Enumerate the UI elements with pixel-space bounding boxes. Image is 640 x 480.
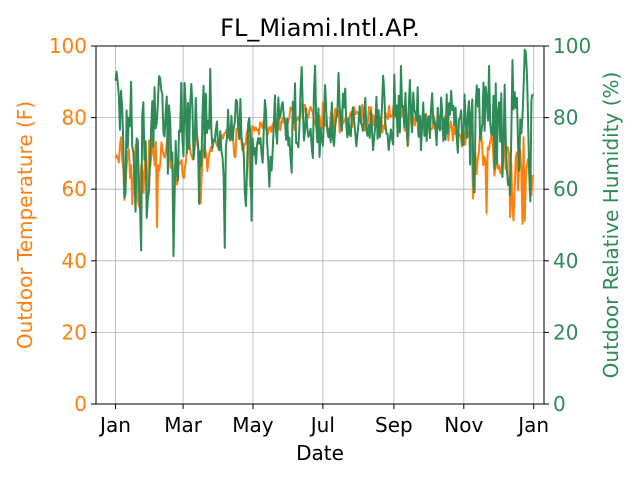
left-tick-label: 60	[62, 177, 87, 201]
chart-title: FL_Miami.Intl.AP.	[220, 14, 420, 42]
left-tick-label: 20	[62, 320, 87, 344]
x-tick-label: Mar	[164, 413, 203, 437]
x-tick-label: Jan	[98, 413, 131, 437]
x-axis-ticks: Jan Mar May Jul Sep Nov Jan	[98, 404, 549, 437]
x-tick-label: Sep	[375, 413, 413, 437]
humidity-series-line	[114, 48, 534, 258]
right-axis-label: Outdoor Relative Humidity (%)	[599, 72, 623, 379]
right-axis-ticks: 0 20 40 60 80 100	[544, 34, 591, 416]
left-axis-label: Outdoor Temperature (F)	[13, 101, 37, 349]
left-tick-label: 80	[62, 106, 87, 130]
x-tick-label: Nov	[444, 413, 483, 437]
right-tick-label: 60	[553, 177, 578, 201]
left-tick-label: 40	[62, 249, 87, 273]
right-tick-label: 20	[553, 320, 578, 344]
left-tick-label: 0	[74, 392, 87, 416]
x-axis-label: Date	[296, 441, 344, 465]
right-tick-label: 80	[553, 106, 578, 130]
left-axis-ticks: 0 20 40 60 80 100	[49, 34, 96, 416]
right-tick-label: 40	[553, 249, 578, 273]
left-tick-label: 100	[49, 34, 87, 58]
x-tick-label: Jul	[309, 413, 335, 437]
right-tick-label: 100	[553, 34, 591, 58]
plot-frame	[95, 45, 545, 405]
series-group	[114, 48, 534, 258]
x-tick-label: May	[232, 413, 274, 437]
x-tick-label: Jan	[516, 413, 549, 437]
right-tick-label: 0	[553, 392, 566, 416]
